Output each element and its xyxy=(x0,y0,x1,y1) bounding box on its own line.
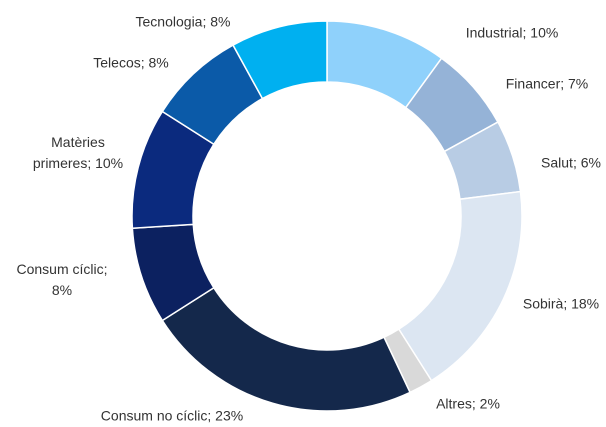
data-label: Matèries primeres; 10% xyxy=(32,134,124,171)
data-label: Telecos; 8% xyxy=(93,54,169,71)
data-label: Salut; 6% xyxy=(541,154,601,171)
data-label: Financer; 7% xyxy=(505,75,589,92)
data-label: Altres; 2% xyxy=(436,395,500,412)
donut-segment xyxy=(397,190,523,382)
data-label: Sobirà; 18% xyxy=(522,295,600,312)
data-label: Industrial; 10% xyxy=(465,24,559,41)
donut-segment xyxy=(161,286,412,412)
data-label: Tecnologia; 8% xyxy=(135,13,231,30)
donut-segment xyxy=(232,20,328,100)
data-label: Consum no cíclic; 23% xyxy=(100,407,244,424)
data-label: Consum cíclic; 8% xyxy=(16,261,108,298)
